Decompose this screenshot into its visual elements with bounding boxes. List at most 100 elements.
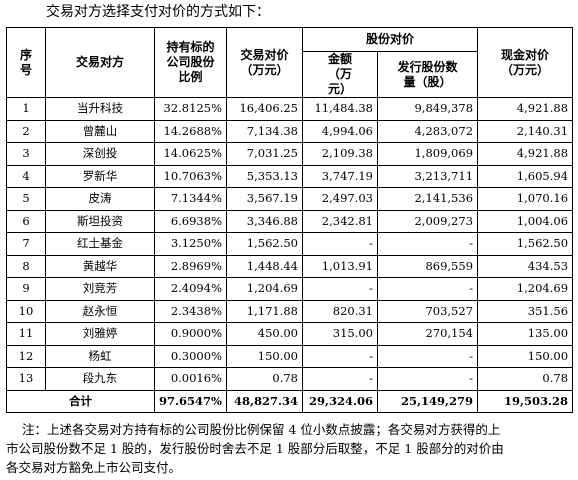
- cell-ratio: 0.3000%: [154, 344, 227, 368]
- cell-cash-consideration: 1,605.94: [477, 164, 574, 188]
- cell-share-amount: 315.00: [302, 322, 378, 346]
- cell-share-count: 2,009,273: [376, 209, 479, 233]
- header-total-consideration: 交易对价（万元）: [226, 27, 303, 98]
- cell-cash-consideration: 2,140.31: [477, 119, 574, 143]
- table-body: 1 当升科技 32.8125% 16,406.25 11,484.38 9,849,378…: [6, 97, 574, 391]
- cell-cash-consideration: 4,921.88: [477, 97, 574, 121]
- table-footnote: 注：上述各交易对方持有标的公司股份比例保留 4 位小数点披露；各交易对方获得的上…: [6, 420, 574, 477]
- cell-cash-consideration: 1,204.69: [477, 277, 574, 301]
- header-ratio: 持有标的公司股份比例: [154, 27, 227, 98]
- cell-share-amount: 2,342.81: [302, 209, 378, 233]
- cell-share-count: -: [376, 344, 479, 368]
- table-row: 7 红土基金 3.1250% 1,562.50- -1,562.50: [6, 232, 574, 256]
- header-share-amount: 金额（万元）: [302, 51, 378, 98]
- cell-counterparty: 皮涛: [45, 187, 155, 211]
- totals-ratio: 97.6547%: [154, 389, 227, 413]
- cell-seq: 3: [6, 142, 46, 166]
- cell-share-count: 3,213,711: [376, 164, 479, 188]
- table-row: 9 刘竞芳 2.4094% 1,204.69- -1,204.69: [6, 277, 574, 301]
- table-row: 4 罗新华 10.7063% 5,353.13 3,747.19 3,213,711 1,6…: [6, 164, 574, 188]
- cell-share-count: 869,559: [376, 254, 479, 278]
- cell-share-amount: 11,484.38: [302, 97, 378, 121]
- cell-share-amount: 820.31: [302, 299, 378, 323]
- payment-method-table: 序号 交易对方 持有标的公司股份比例 交易对价（万元） 股份对价 现金对价（万元…: [6, 27, 574, 413]
- cell-share-amount: -: [302, 277, 378, 301]
- table-row: 3 深创投 14.0625% 7,031.25 2,109.38 1,809,069 4,9…: [6, 142, 574, 166]
- cell-ratio: 3.1250%: [154, 232, 227, 256]
- totals-share-amount: 29,324.06: [302, 389, 378, 413]
- cell-seq: 13: [6, 367, 46, 391]
- cell-total-consideration: 7,031.25: [226, 142, 303, 166]
- cell-ratio: 2.4094%: [154, 277, 227, 301]
- table-row: 12 杨虹 0.3000% 150.00- -150.00: [6, 344, 574, 368]
- cell-ratio: 7.1344%: [154, 187, 227, 211]
- cell-share-amount: 4,994.06: [302, 119, 378, 143]
- cell-total-consideration: 5,353.13: [226, 164, 303, 188]
- cell-ratio: 6.6938%: [154, 209, 227, 233]
- cell-ratio: 14.2688%: [154, 119, 227, 143]
- cell-cash-consideration: 351.56: [477, 299, 574, 323]
- cell-counterparty: 赵永恒: [45, 299, 155, 323]
- cell-share-amount: 1,013.91: [302, 254, 378, 278]
- table-header-row: 序号 交易对方 持有标的公司股份比例 交易对价（万元） 股份对价 现金对价（万元…: [6, 27, 574, 98]
- cell-seq: 7: [6, 232, 46, 256]
- cell-seq: 5: [6, 187, 46, 211]
- cell-counterparty: 罗新华: [45, 164, 155, 188]
- footnote-line: 各交易对方豁免上市公司支付。: [6, 460, 182, 475]
- cell-ratio: 0.0016%: [154, 367, 227, 391]
- cell-total-consideration: 1,171.88: [226, 299, 303, 323]
- cell-share-count: 2,141,536: [376, 187, 479, 211]
- cell-counterparty: 刘雅婷: [45, 322, 155, 346]
- cell-share-count: 703,527: [376, 299, 479, 323]
- cell-cash-consideration: 1,562.50: [477, 232, 574, 256]
- cell-share-amount: -: [302, 344, 378, 368]
- cell-total-consideration: 450.00: [226, 322, 303, 346]
- cell-seq: 2: [6, 119, 46, 143]
- cell-share-amount: 3,747.19: [302, 164, 378, 188]
- cell-cash-consideration: 1,070.16: [477, 187, 574, 211]
- cell-total-consideration: 1,204.69: [226, 277, 303, 301]
- table-row: 1 当升科技 32.8125% 16,406.25 11,484.38 9,849,378…: [6, 97, 574, 121]
- cell-total-consideration: 3,346.88: [226, 209, 303, 233]
- cell-counterparty: 黄越华: [45, 254, 155, 278]
- cell-total-consideration: 7,134.38: [226, 119, 303, 143]
- table-row: 5 皮涛 7.1344% 3,567.19 2,497.03 2,141,536 1,070…: [6, 187, 574, 211]
- table-row: 10 赵永恒 2.3438% 1,171.88 820.31 703,527 351.56: [6, 299, 574, 323]
- cell-ratio: 2.8969%: [154, 254, 227, 278]
- cell-cash-consideration: 135.00: [477, 322, 574, 346]
- totals-cash: 19,503.28: [477, 389, 574, 413]
- cell-counterparty: 当升科技: [45, 97, 155, 121]
- cell-total-consideration: 1,448.44: [226, 254, 303, 278]
- totals-total: 48,827.34: [226, 389, 303, 413]
- cell-total-consideration: 0.78: [226, 367, 303, 391]
- header-share-consideration: 股份对价: [301, 27, 479, 52]
- header-seq: 序号: [6, 27, 46, 98]
- totals-label: 合计: [6, 389, 155, 413]
- cell-share-count: -: [376, 367, 479, 391]
- table-row: 2 曾麓山 14.2688% 7,134.38 4,994.06 4,283,072 2,1…: [6, 119, 574, 143]
- cell-counterparty: 曾麓山: [45, 119, 155, 143]
- cell-ratio: 2.3438%: [154, 299, 227, 323]
- cell-share-amount: 2,109.38: [302, 142, 378, 166]
- cell-ratio: 0.9000%: [154, 322, 227, 346]
- cell-share-count: -: [376, 277, 479, 301]
- cell-total-consideration: 3,567.19: [226, 187, 303, 211]
- cell-seq: 12: [6, 344, 46, 368]
- cell-counterparty: 斯坦投资: [45, 209, 155, 233]
- cell-seq: 6: [6, 209, 46, 233]
- table-row: 13 段九东 0.0016% 0.78- -0.78: [6, 367, 574, 391]
- cell-seq: 11: [6, 322, 46, 346]
- cell-share-count: 270,154: [376, 322, 479, 346]
- table-row: 6 斯坦投资 6.6938% 3,346.88 2,342.81 2,009,273 1,0…: [6, 209, 574, 233]
- header-cash-consideration: 现金对价（万元）: [477, 27, 574, 98]
- cell-ratio: 32.8125%: [154, 97, 227, 121]
- cell-total-consideration: 150.00: [226, 344, 303, 368]
- cell-cash-consideration: 0.78: [477, 367, 574, 391]
- totals-share-count: 25,149,279: [376, 389, 479, 413]
- header-counterparty: 交易对方: [45, 27, 155, 98]
- cell-counterparty: 杨虹: [45, 344, 155, 368]
- cell-counterparty: 深创投: [45, 142, 155, 166]
- header-share-count: 发行股份数量（股）: [376, 51, 479, 98]
- cell-cash-consideration: 1,004.06: [477, 209, 574, 233]
- cell-counterparty: 段九东: [45, 367, 155, 391]
